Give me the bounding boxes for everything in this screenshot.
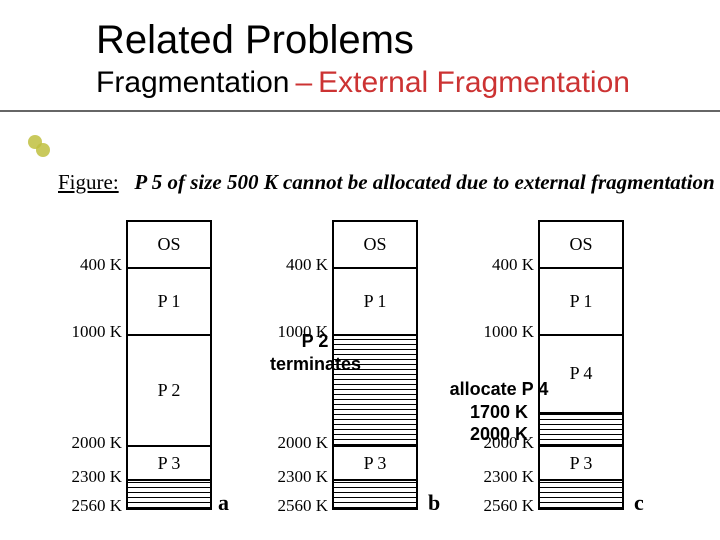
memory-segment <box>540 479 622 508</box>
segment-label: OS <box>363 234 386 255</box>
memory-segment <box>128 479 210 508</box>
memory-segment: P 3 <box>334 445 416 479</box>
segment-label: P 1 <box>364 291 387 312</box>
memory-segment: P 2 <box>128 334 210 446</box>
memory-segment: P 1 <box>540 267 622 334</box>
memory-mark-label: 2300 K <box>266 467 328 487</box>
figure-label: Figure: <box>58 170 119 194</box>
segment-label: P 3 <box>570 453 593 474</box>
segment-label: OS <box>157 234 180 255</box>
column-label-a: a <box>218 490 229 516</box>
bullet-icon <box>36 143 50 157</box>
slide-title: Related Problems <box>96 18 414 63</box>
memory-segment: P 3 <box>540 445 622 479</box>
mid2-line3: 2000 K <box>470 424 528 444</box>
memory-column-a: OS P 1 P 2 P 3 <box>126 220 212 510</box>
segment-label: OS <box>569 234 592 255</box>
memory-segment: P 1 <box>128 267 210 334</box>
memory-mark-label: 1000 K <box>472 322 534 342</box>
memory-mark-label: 1000 K <box>60 322 122 342</box>
segment-label: P 2 <box>158 380 181 401</box>
subtitle-left: Fragmentation <box>96 66 289 99</box>
column-label-b: b <box>428 490 440 516</box>
segment-label: P 3 <box>158 453 181 474</box>
memory-mark-label: 2560 K <box>266 496 328 516</box>
segment-label: P 3 <box>364 453 387 474</box>
mid1-line1: P 2 <box>302 331 329 351</box>
memory-segment: OS <box>334 222 416 267</box>
segment-label: P 1 <box>158 291 181 312</box>
memory-mark-label: 400 K <box>472 255 534 275</box>
memory-segment: P 1 <box>334 267 416 334</box>
divider <box>0 110 720 112</box>
mid1-line2: terminates <box>270 354 361 374</box>
transition-text-1: P 2 terminates <box>270 330 360 375</box>
segment-label: P 4 <box>570 363 593 384</box>
memory-mark-label: 400 K <box>60 255 122 275</box>
memory-mark-label: 400 K <box>266 255 328 275</box>
memory-mark-label: 2560 K <box>60 496 122 516</box>
subtitle-right: External Fragmentation <box>318 66 630 99</box>
subtitle-dash: – <box>289 66 318 99</box>
memory-segment: OS <box>128 222 210 267</box>
memory-mark-label: 2300 K <box>60 467 122 487</box>
memory-mark-label: 2000 K <box>60 433 122 453</box>
memory-column-c: OS P 1 P 4 P 3 <box>538 220 624 510</box>
transition-text-2: allocate P 4 1700 K 2000 K <box>444 378 554 446</box>
figure-caption-line: Figure: P 5 of size 500 K cannot be allo… <box>58 170 715 195</box>
memory-segment <box>334 479 416 508</box>
memory-mark-label: 2000 K <box>266 433 328 453</box>
mid2-line2: 1700 K <box>470 402 528 422</box>
memory-segment: P 3 <box>128 445 210 479</box>
figure-caption: P 5 of size 500 K cannot be allocated du… <box>134 170 714 194</box>
memory-mark-label: 2560 K <box>472 496 534 516</box>
column-label-c: c <box>634 490 644 516</box>
memory-segment: OS <box>540 222 622 267</box>
segment-label: P 1 <box>570 291 593 312</box>
mid2-line1: allocate P 4 <box>450 379 549 399</box>
slide-subtitle: Fragmentation–External Fragmentation <box>96 66 630 100</box>
memory-mark-label: 2300 K <box>472 467 534 487</box>
